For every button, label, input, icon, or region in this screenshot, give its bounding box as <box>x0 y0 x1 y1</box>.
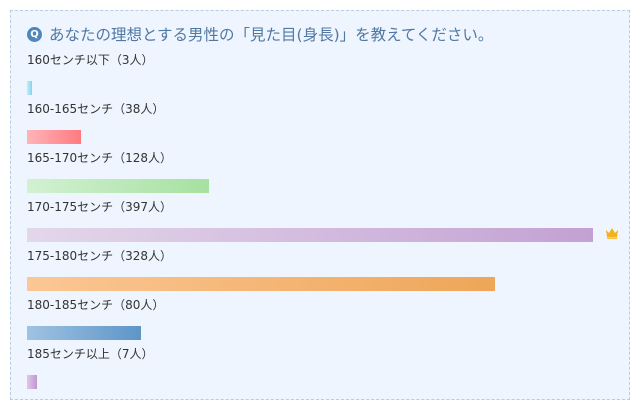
result-bar-track <box>27 326 593 340</box>
result-label: 180-185センチ（80人） <box>27 298 165 312</box>
result-bar <box>27 375 37 389</box>
result-label: 170-175センチ（397人） <box>27 200 173 214</box>
result-label: 175-180センチ（328人） <box>27 249 173 263</box>
result-bar-track <box>27 277 593 291</box>
result-bar <box>27 130 81 144</box>
crown-icon <box>606 228 618 239</box>
result-row: 185センチ以上（7人） <box>27 346 627 389</box>
poll-card: Q あなたの理想とする男性の「見た目(身長)」を教えてください。 160センチ以… <box>10 10 630 400</box>
result-bar <box>27 228 593 242</box>
result-label: 165-170センチ（128人） <box>27 151 173 165</box>
result-bar-track <box>27 228 618 242</box>
result-bar-track <box>27 130 593 144</box>
result-bar-track <box>27 81 593 95</box>
result-row: 160センチ以下（3人） <box>27 52 627 95</box>
result-row: 175-180センチ（328人） <box>27 248 627 291</box>
result-label: 160-165センチ（38人） <box>27 102 165 116</box>
result-label: 160センチ以下（3人） <box>27 53 154 67</box>
result-bar-track <box>27 179 593 193</box>
question-title: あなたの理想とする男性の「見た目(身長)」を教えてください。 <box>49 26 494 44</box>
result-bar <box>27 179 209 193</box>
result-label: 185センチ以上（7人） <box>27 347 154 361</box>
result-bar <box>27 277 495 291</box>
result-row: 165-170センチ（128人） <box>27 150 627 193</box>
result-bar <box>27 326 141 340</box>
result-row: 160-165センチ（38人） <box>27 101 627 144</box>
result-row: 180-185センチ（80人） <box>27 297 627 340</box>
result-bar-track <box>27 375 593 389</box>
question-circle-icon: Q <box>27 26 42 42</box>
result-row: 170-175センチ（397人） <box>27 199 627 242</box>
result-bar <box>27 81 32 95</box>
question-header: Q あなたの理想とする男性の「見た目(身長)」を教えてください。 <box>27 23 619 45</box>
